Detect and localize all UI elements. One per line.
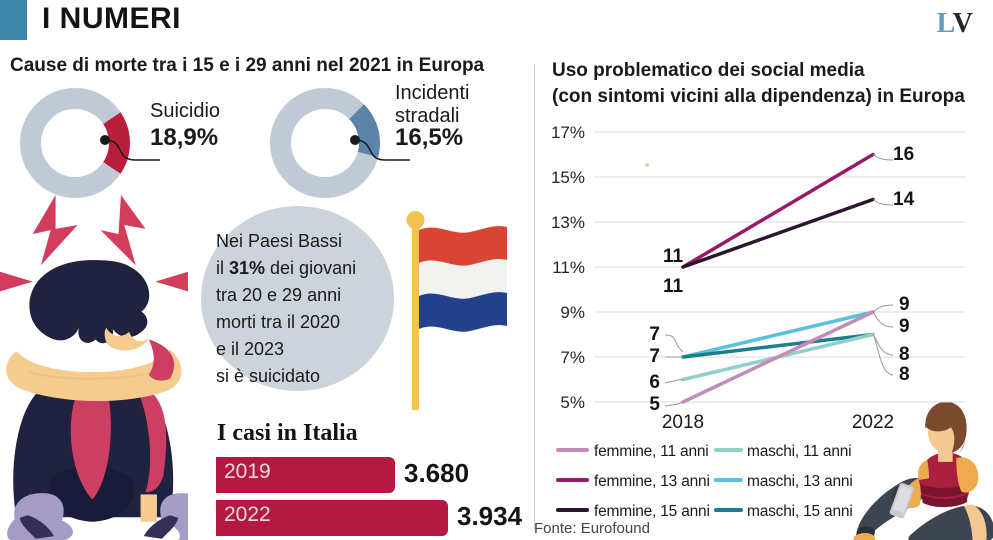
svg-text:femmine, 15 anni: femmine, 15 anni	[594, 503, 710, 520]
svg-text:7: 7	[649, 346, 660, 367]
svg-text:maschi, 11 anni: maschi, 11 anni	[747, 443, 851, 460]
svg-text:5%: 5%	[560, 393, 585, 412]
svg-text:11: 11	[663, 276, 684, 297]
svg-text:7: 7	[649, 324, 660, 345]
svg-text:7%: 7%	[560, 348, 585, 367]
svg-text:2018: 2018	[662, 412, 704, 433]
svg-text:8: 8	[899, 364, 910, 385]
svg-text:16: 16	[893, 144, 914, 165]
svg-text:femmine, 11 anni: femmine, 11 anni	[594, 443, 709, 460]
svg-text:9%: 9%	[560, 303, 585, 322]
svg-text:17%: 17%	[551, 123, 585, 142]
svg-text:9: 9	[899, 294, 910, 315]
svg-text:8: 8	[899, 344, 910, 365]
svg-text:Fonte: Eurofound: Fonte: Eurofound	[534, 520, 650, 537]
svg-text:maschi, 13 anni: maschi, 13 anni	[747, 473, 853, 490]
svg-text:6: 6	[649, 372, 660, 393]
svg-text:maschi, 15 anni: maschi, 15 anni	[747, 503, 853, 520]
svg-text:femmine, 13 anni: femmine, 13 anni	[594, 473, 710, 490]
svg-text:11%: 11%	[552, 258, 585, 277]
svg-text:11: 11	[663, 246, 684, 267]
svg-text:14: 14	[893, 189, 915, 210]
svg-text:9: 9	[899, 316, 910, 337]
svg-text:5: 5	[649, 394, 660, 415]
svg-text:15%: 15%	[551, 168, 585, 187]
svg-text:13%: 13%	[551, 213, 585, 232]
